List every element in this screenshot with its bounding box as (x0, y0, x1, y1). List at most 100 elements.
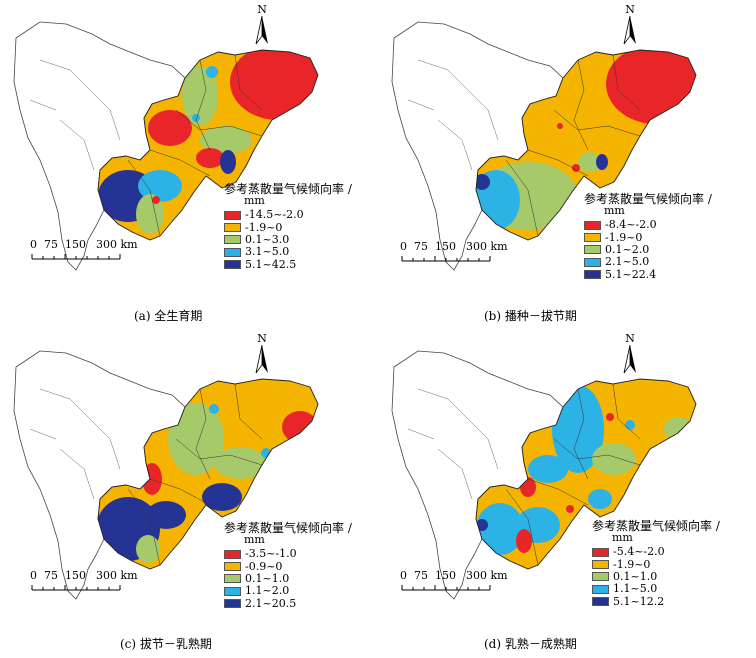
legend-item: 5.1~12.2 (592, 594, 720, 608)
scale-label-150: 150 (435, 240, 456, 253)
legend-item: 2.1~5.0 (584, 256, 712, 268)
legend-item: -1.9~0 (584, 231, 712, 243)
scale-label-75: 75 (44, 238, 58, 251)
legend-label: 0.1~3.0 (245, 232, 290, 246)
scale-ruler (31, 254, 121, 260)
legend-swatch (584, 270, 601, 280)
legend-item: 3.1~5.0 (224, 246, 352, 258)
legend-title: 参考蒸散量气候倾向率 / (592, 519, 720, 533)
scale-label-0: 0 (30, 238, 37, 251)
north-arrow: N (250, 333, 274, 378)
basin-outline (475, 378, 697, 570)
north-arrow: N (250, 4, 274, 49)
legend-swatch (224, 210, 241, 220)
legend-unit: mm (612, 531, 633, 544)
legend-item: -14.5~-2.0 (224, 209, 352, 221)
map-canvas (391, 21, 697, 271)
legend-item: 0.1~1.0 (224, 571, 352, 585)
legend: 参考蒸散量气候倾向率 / mm -8.4~-2.0 -1.9~0 0.1~2.0 2.… (584, 193, 712, 281)
scale-label-150: 150 (65, 238, 86, 251)
legend-label: -5.4~-2.0 (613, 545, 665, 559)
legend-label: 3.1~5.0 (245, 245, 290, 259)
legend-label: 1.1~2.0 (245, 584, 290, 598)
legend-swatch (224, 562, 241, 572)
legend-label: -0.9~0 (245, 559, 283, 573)
legend-label: 5.1~42.5 (245, 257, 297, 271)
scale-label-150: 150 (65, 569, 86, 582)
legend-swatch (224, 586, 241, 596)
legend-swatch (592, 597, 609, 607)
city-boundaries (505, 54, 641, 237)
scale-label-300: 300 km (466, 569, 508, 582)
legend-label: 5.1~22.4 (605, 267, 657, 281)
legend-swatch (224, 223, 241, 233)
legend-title: 参考蒸散量气候倾向率 / (224, 521, 352, 535)
scale-label-75: 75 (414, 240, 428, 253)
legend-label: -8.4~-2.0 (605, 218, 657, 232)
scale-ruler (401, 585, 491, 591)
scale-ruler (31, 585, 121, 591)
legend-label: -1.9~0 (605, 230, 643, 244)
legend-item: -5.4~-2.0 (592, 546, 720, 558)
city-boundaries (127, 54, 263, 237)
legend-item: -8.4~-2.0 (584, 219, 712, 231)
north-arrow: N (618, 4, 642, 49)
legend-item: -1.9~0 (224, 221, 352, 233)
scale-label-300: 300 km (466, 240, 508, 253)
western-boundaries (407, 388, 499, 500)
legend-item: 5.1~22.4 (584, 267, 712, 281)
legend-item: -3.5~-1.0 (224, 548, 352, 560)
legend-swatch (584, 245, 601, 255)
scale-label-150: 150 (435, 569, 456, 582)
legend-swatch (224, 574, 241, 584)
legend-swatch (584, 220, 601, 230)
legend-item: 2.1~20.5 (224, 596, 352, 610)
legend-swatch (592, 572, 609, 582)
legend-swatch (224, 247, 241, 257)
legend-label: -14.5~-2.0 (245, 208, 304, 222)
legend-title: 参考蒸散量气候倾向率 / (224, 182, 352, 196)
legend-label: -1.9~0 (245, 220, 283, 234)
legend-item: 1.1~2.0 (224, 585, 352, 597)
western-boundaries (29, 388, 121, 500)
legend-swatch (584, 233, 601, 243)
legend-label: 2.1~20.5 (245, 596, 297, 610)
legend-item: 1.1~5.0 (592, 583, 720, 595)
map-canvas (13, 350, 319, 600)
scale-label-0: 0 (30, 569, 37, 582)
map-panel-d: N 参考蒸散量气候倾向率 / mm -5.4~-2.0 -1.9~0 0.1~1.0… (378, 329, 756, 658)
legend-title: 参考蒸散量气候倾向率 / (584, 192, 712, 206)
panel-caption: (a) 全生育期 (134, 309, 203, 323)
legend-swatch (224, 235, 241, 245)
map-panel-c: N 参考蒸散量气候倾向率 / mm -3.5~-1.0 -0.9~0 0.1~1.0… (0, 329, 378, 658)
scale-label-0: 0 (400, 240, 407, 253)
legend-label: 0.1~1.0 (245, 571, 290, 585)
legend-label: 0.1~2.0 (605, 242, 650, 256)
legend-label: -3.5~-1.0 (245, 547, 297, 561)
western-boundaries (29, 59, 121, 171)
scale-label-300: 300 km (96, 569, 138, 582)
map-canvas (391, 350, 697, 600)
legend-item: 0.1~3.0 (224, 232, 352, 246)
scale-label-300: 300 km (96, 238, 138, 251)
scale-label-0: 0 (400, 569, 407, 582)
legend-unit: mm (244, 194, 265, 207)
legend-label: -1.9~0 (613, 557, 651, 571)
panel-caption: (b) 播种－拔节期 (484, 309, 577, 323)
legend-unit: mm (604, 204, 625, 217)
legend-item: -0.9~0 (224, 560, 352, 572)
legend-item: 0.1~1.0 (592, 570, 720, 583)
legend-label: 1.1~5.0 (613, 582, 658, 596)
basin-outline (97, 49, 319, 241)
legend-label: 5.1~12.2 (613, 594, 665, 608)
legend-swatch (224, 260, 241, 270)
city-boundaries (505, 383, 641, 566)
scale-label-75: 75 (414, 569, 428, 582)
map-canvas (13, 21, 319, 271)
map-panel-b: N 参考蒸散量气候倾向率 / mm -8.4~-2.0 -1.9~0 0.1~2.0… (378, 0, 756, 329)
legend-swatch (224, 549, 241, 559)
legend-swatch (592, 584, 609, 594)
legend-item: 5.1~42.5 (224, 257, 352, 271)
map-panel-a: N 参考蒸散量气候倾向率 / mm -14.5~-2.0 -1.9~0 0.1~3.… (0, 0, 378, 329)
legend-swatch (592, 547, 609, 557)
